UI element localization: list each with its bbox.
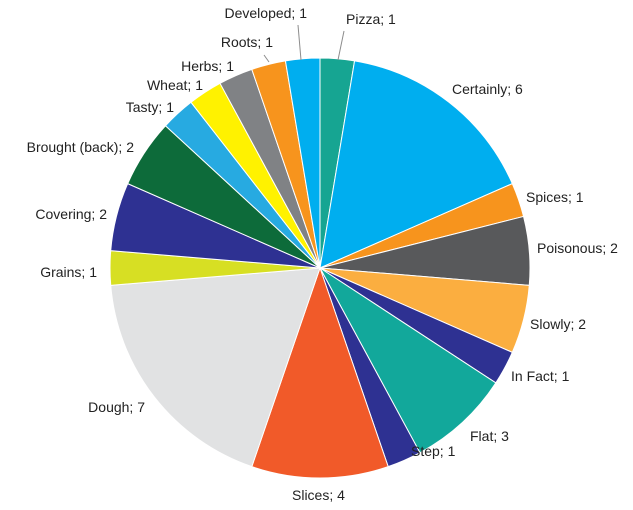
slice-label: Herbs; 1 <box>181 58 234 74</box>
slice-label: Flat; 3 <box>470 428 509 444</box>
slice-label: Wheat; 1 <box>147 77 203 93</box>
pie-slice-dough <box>110 267 321 468</box>
slice-label: Slowly; 2 <box>530 316 586 332</box>
slice-label: Brought (back); 2 <box>27 139 135 155</box>
slice-labels: Pizza; 1 Certainly; 6 Spices; 1 Poisonous; … <box>27 5 619 503</box>
leader-lines <box>263 24 345 63</box>
leader-line <box>263 54 270 63</box>
pie-slices <box>109 57 531 479</box>
pie-slice-developed <box>284 57 321 269</box>
pie-slice-slices <box>251 266 389 479</box>
leader-line <box>337 30 345 61</box>
slice-label: Dough; 7 <box>88 399 145 415</box>
leader-line <box>297 24 302 61</box>
slice-label: Poisonous; 2 <box>537 240 618 256</box>
slice-label: Covering; 2 <box>35 206 107 222</box>
slice-label: Tasty; 1 <box>126 99 174 115</box>
slice-label: Grains; 1 <box>40 264 97 280</box>
slice-label: In Fact; 1 <box>511 368 570 384</box>
slice-label: Pizza; 1 <box>346 11 396 27</box>
slice-label: Slices; 4 <box>292 487 345 503</box>
slice-label: Step; 1 <box>411 443 456 459</box>
pie-slice-flat <box>319 267 497 454</box>
slice-label: Spices; 1 <box>526 189 584 205</box>
pie-slice-certainly <box>319 60 513 269</box>
slice-label: Developed; 1 <box>224 5 307 21</box>
slice-label: Certainly; 6 <box>452 81 523 97</box>
slice-label: Roots; 1 <box>221 34 273 50</box>
